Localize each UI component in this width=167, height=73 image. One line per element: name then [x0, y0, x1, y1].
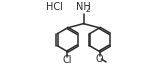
Text: O: O [96, 54, 103, 64]
Text: HCl: HCl [46, 2, 63, 12]
Text: 2: 2 [86, 5, 91, 14]
Text: Cl: Cl [63, 55, 72, 65]
Text: NH: NH [76, 2, 91, 12]
